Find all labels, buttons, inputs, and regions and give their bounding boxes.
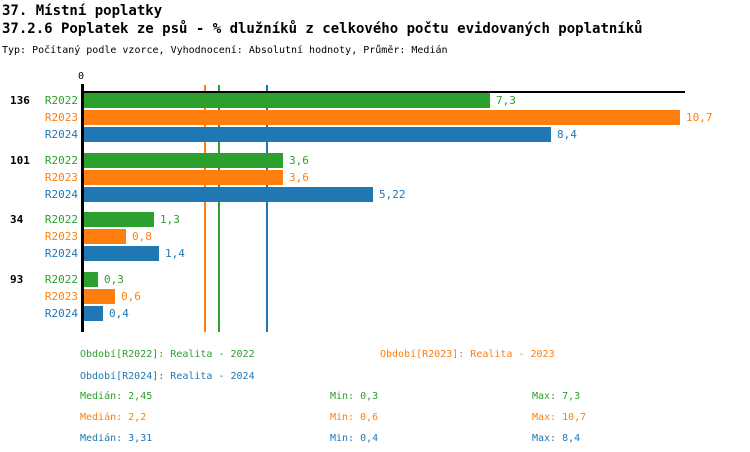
y-axis-line <box>81 84 84 332</box>
median-gridline-r2023 <box>204 91 206 332</box>
series-label-r2023: R2023 <box>44 111 78 124</box>
stat-min-r2022: Min: 0,3 <box>330 391 379 402</box>
legend-r2023: Období[R2023]: Realita - 2023 <box>380 349 555 360</box>
bar-value-label-34-r2023: 0,8 <box>132 230 152 243</box>
bar-value-label-136-r2022: 7,3 <box>496 94 516 107</box>
group-label-101: 101 <box>10 153 30 167</box>
group-label-34: 34 <box>10 213 24 226</box>
series-label-r2022: R2022 <box>44 272 78 286</box>
bar-value-label-136-r2023: 10,7 <box>686 111 713 124</box>
bar-value-label-101-r2023: 3,6 <box>289 170 309 184</box>
bar-93-r2023 <box>84 288 115 304</box>
page-title: 37. Místní poplatky <box>2 3 163 19</box>
stat-max-r2023: Max: 10,7 <box>532 412 587 423</box>
series-label-r2023: R2023 <box>44 170 78 184</box>
stat-max-r2022: Max: 7,3 <box>532 391 581 402</box>
median-tick-r2023 <box>204 85 206 91</box>
stat-median-r2024: Medián: 3,31 <box>80 433 153 444</box>
median-tick-r2022 <box>218 85 220 91</box>
x-axis-line <box>81 91 685 93</box>
bar-value-label-136-r2024: 8,4 <box>557 128 577 141</box>
series-label-r2024: R2024 <box>44 128 78 141</box>
bar-value-label-93-r2023: 0,6 <box>121 289 141 303</box>
bar-101-r2023 <box>84 169 283 185</box>
series-label-r2024: R2024 <box>44 306 78 320</box>
bar-value-label-34-r2024: 1,4 <box>165 247 185 260</box>
bar-34-r2024 <box>84 246 159 261</box>
bar-93-r2022 <box>84 271 98 287</box>
bar-value-label-34-r2022: 1,3 <box>160 213 180 226</box>
stat-median-r2023: Medián: 2,2 <box>80 412 147 423</box>
bar-34-r2022 <box>84 212 154 227</box>
stat-min-r2024: Min: 0,4 <box>330 433 379 444</box>
median-gridline-r2024 <box>266 91 268 332</box>
stat-min-r2023: Min: 0,6 <box>330 412 379 423</box>
legend-r2022: Období[R2022]: Realita - 2022 <box>80 349 255 360</box>
bar-101-r2024 <box>84 186 373 202</box>
bar-value-label-101-r2022: 3,6 <box>289 153 309 167</box>
group-label-136: 136 <box>10 94 30 107</box>
series-label-r2022: R2022 <box>44 153 78 167</box>
bar-value-label-93-r2024: 0,4 <box>109 306 129 320</box>
stat-max-r2024: Max: 8,4 <box>532 433 581 444</box>
series-label-r2023: R2023 <box>44 230 78 243</box>
legend-r2024: Období[R2024]: Realita - 2024 <box>80 371 255 382</box>
series-label-r2022: R2022 <box>44 94 78 107</box>
bar-value-label-93-r2022: 0,3 <box>104 272 124 286</box>
series-label-r2024: R2024 <box>44 247 78 260</box>
chart-subtitle: 37.2.6 Poplatek ze psů - % dlužníků z ce… <box>2 21 643 37</box>
bar-value-label-101-r2024: 5,22 <box>379 187 406 201</box>
bar-136-r2022 <box>84 93 490 108</box>
series-label-r2024: R2024 <box>44 187 78 201</box>
stat-median-r2022: Medián: 2,45 <box>80 391 153 402</box>
series-label-r2023: R2023 <box>44 289 78 303</box>
chart-meta-line: Typ: Počítaný podle vzorce, Vyhodnocení:… <box>2 45 448 56</box>
bar-136-r2024 <box>84 127 551 142</box>
group-label-93: 93 <box>10 272 24 286</box>
bar-101-r2022 <box>84 152 283 168</box>
bar-136-r2023 <box>84 110 680 125</box>
median-gridline-r2022 <box>218 91 220 332</box>
x-axis-zero-label: 0 <box>77 71 85 82</box>
bar-34-r2023 <box>84 229 126 244</box>
series-label-r2022: R2022 <box>44 213 78 226</box>
bar-93-r2024 <box>84 305 103 321</box>
median-tick-r2024 <box>266 85 268 91</box>
